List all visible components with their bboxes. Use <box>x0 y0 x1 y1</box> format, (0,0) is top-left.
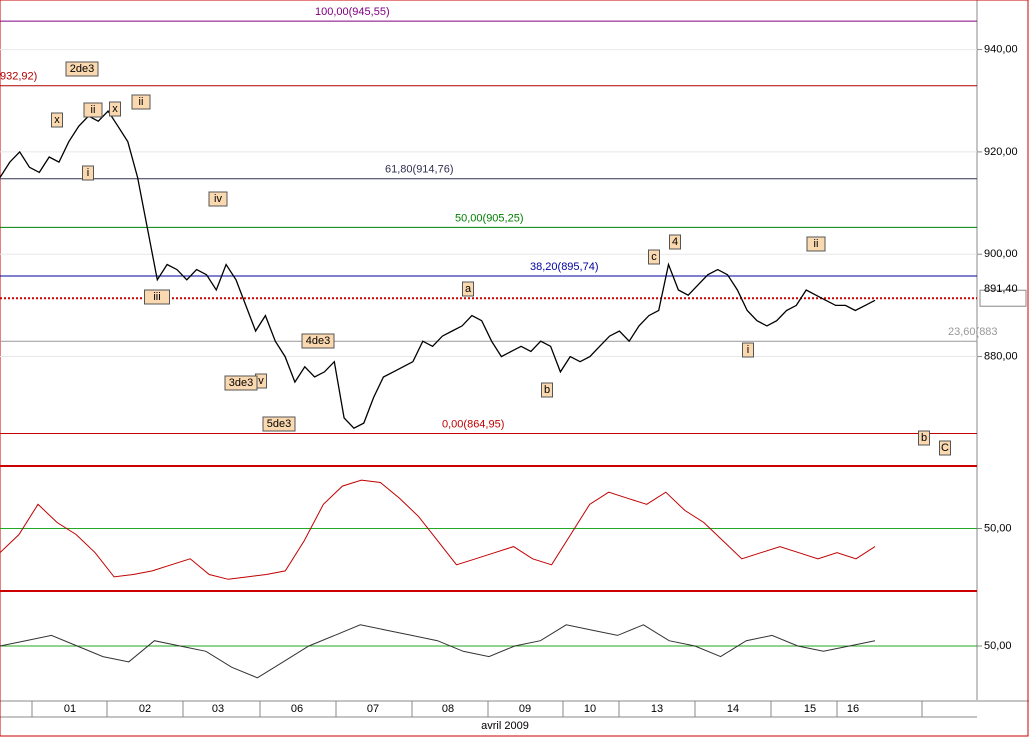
level-label: 891,40 <box>984 283 1018 295</box>
wave-label: iv <box>214 193 222 205</box>
wave-label: ii <box>814 238 819 250</box>
wave-label-box <box>208 191 228 207</box>
wave-label-box <box>144 289 170 305</box>
price-line <box>0 109 876 429</box>
wave-label-box <box>742 342 754 358</box>
wave-label-box <box>51 112 63 128</box>
x-tick-label: 02 <box>139 703 151 715</box>
x-axis-label: avril 2009 <box>481 720 529 732</box>
wave-label-box <box>918 430 930 446</box>
level-label: 23,60(883 <box>948 326 998 338</box>
wave-label-box <box>109 101 121 117</box>
x-tick-label: 15 <box>804 703 816 715</box>
wave-label: i <box>747 344 749 356</box>
wave-label-box <box>301 333 335 349</box>
wave-label-box <box>648 249 660 265</box>
level-label: 61,80(914,76) <box>385 164 454 176</box>
x-tick-label: 09 <box>519 703 531 715</box>
wave-label: ii <box>91 104 96 116</box>
x-tick-label: 07 <box>367 703 379 715</box>
wave-label: 4de3 <box>306 335 330 347</box>
wave-label: x <box>54 114 60 126</box>
wave-label: x <box>112 103 118 115</box>
price-line <box>0 624 876 679</box>
wave-label-box <box>806 236 826 252</box>
x-tick-label: 13 <box>651 703 663 715</box>
price-box <box>979 289 1027 307</box>
wave-label: b <box>921 432 927 444</box>
x-tick-label: 08 <box>442 703 454 715</box>
wave-label-box <box>462 281 474 297</box>
wave-label-box <box>262 416 296 432</box>
wave-label-box <box>131 94 151 110</box>
x-tick-label: 16 <box>847 703 859 715</box>
level-label: 50,00(905,25) <box>455 212 524 224</box>
wave-label: 5de3 <box>267 418 291 430</box>
price-line <box>0 479 876 580</box>
x-tick-label: 14 <box>727 703 739 715</box>
wave-label: 3de3 <box>229 377 253 389</box>
x-tick-label: 01 <box>64 703 76 715</box>
y-tick-label: 940,00 <box>984 43 1018 55</box>
x-tick-label: 06 <box>291 703 303 715</box>
y-tick-label: 880,00 <box>984 350 1018 362</box>
wave-label: 2de3 <box>70 63 94 75</box>
wave-label: iii <box>153 291 160 303</box>
wave-label-box <box>669 234 681 250</box>
wave-label-box <box>224 375 258 391</box>
x-tick-label: 03 <box>212 703 224 715</box>
level-label: 0,00(864,95) <box>442 418 504 430</box>
level-label: 100,00(945,55) <box>315 6 390 18</box>
level-label: 38,20(895,74) <box>530 261 599 273</box>
y-tick-label: 900,00 <box>984 248 1018 260</box>
wave-label-box <box>82 165 94 181</box>
wave-label-box <box>541 382 553 398</box>
wave-label-box <box>65 61 99 77</box>
wave-label: c <box>651 251 657 263</box>
wave-label-box <box>939 440 951 456</box>
y-tick-label: 920,00 <box>984 146 1018 158</box>
wave-label: C <box>941 442 949 454</box>
wave-label: a <box>465 283 472 295</box>
level-label: 932,92) <box>0 71 37 83</box>
wave-label: i <box>87 167 89 179</box>
wave-label: ii <box>139 96 144 108</box>
wave-label: b <box>544 384 550 396</box>
y-tick-label: 50,00 <box>984 522 1012 534</box>
y-tick-label: 50,00 <box>984 640 1012 652</box>
wave-label: 4 <box>672 236 678 248</box>
wave-label-box <box>83 102 103 118</box>
x-tick-label: 10 <box>584 703 596 715</box>
wave-label: v <box>258 375 264 387</box>
